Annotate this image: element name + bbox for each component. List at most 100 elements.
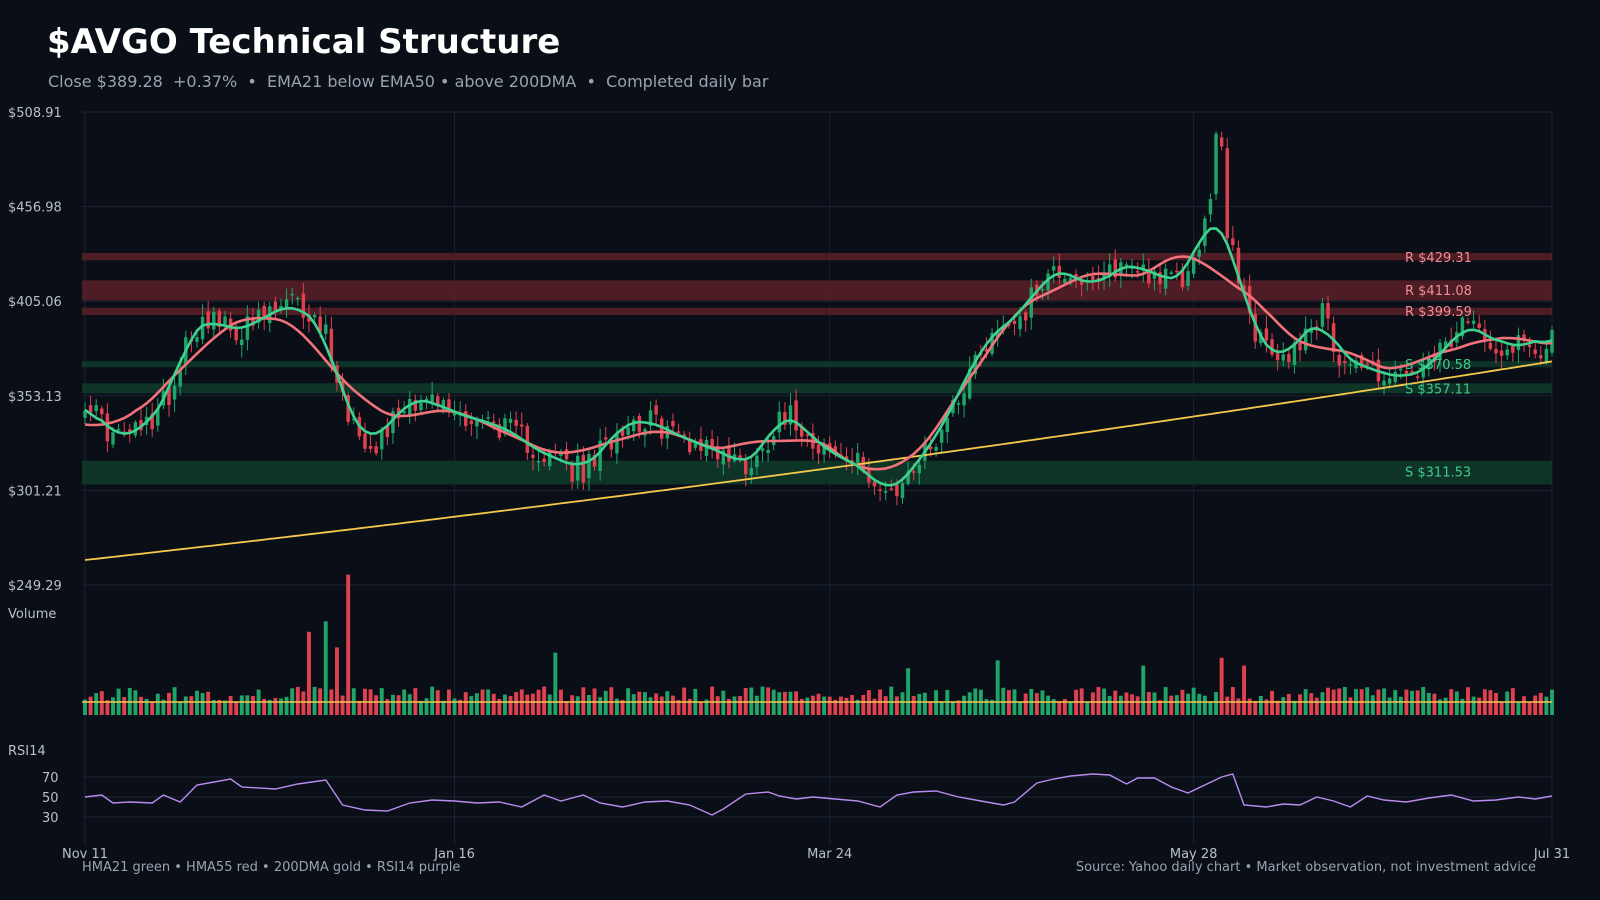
candle-body xyxy=(1163,268,1168,289)
candle-body xyxy=(1382,380,1386,386)
volume-bar xyxy=(1499,701,1504,715)
volume-bar xyxy=(962,695,967,715)
candle-body xyxy=(1225,148,1229,239)
candle-body xyxy=(1203,218,1207,246)
candle-body xyxy=(576,455,580,481)
candle-body xyxy=(273,301,278,311)
candle-body xyxy=(1359,355,1364,368)
candle-body xyxy=(889,488,894,490)
price-tick-label: $405.06 xyxy=(8,295,62,310)
candle-body xyxy=(631,419,636,432)
volume-bar xyxy=(1085,701,1090,715)
volume-bar xyxy=(150,701,155,715)
volume-bar xyxy=(1046,695,1051,715)
candle-body xyxy=(245,316,250,340)
candle-body xyxy=(223,316,227,325)
candle-body xyxy=(1046,273,1050,291)
volume-bar xyxy=(956,700,961,715)
candle-body xyxy=(1074,274,1078,280)
candle-body xyxy=(301,293,306,318)
candle-body xyxy=(133,422,138,436)
volume-bar xyxy=(1471,696,1476,715)
volume-bar xyxy=(670,695,675,715)
volume-bar xyxy=(497,698,502,715)
rsi-tick-label: 50 xyxy=(42,791,59,806)
volume-bar xyxy=(1186,693,1191,715)
volume-bar xyxy=(900,692,905,715)
volume-bar xyxy=(1062,699,1067,715)
candle-body xyxy=(615,433,619,454)
volume-bar xyxy=(1090,692,1095,715)
candle-body xyxy=(738,455,742,460)
volume-bar xyxy=(1264,699,1269,715)
volume-bar xyxy=(195,690,199,715)
candle-body xyxy=(1354,360,1358,369)
candle-body xyxy=(967,368,972,399)
candles xyxy=(83,131,1554,506)
candle-body xyxy=(682,434,686,437)
volume-bar xyxy=(726,698,731,715)
volume-bar xyxy=(251,696,255,715)
resistance-band xyxy=(82,253,1552,261)
candle-body xyxy=(279,305,283,310)
candle-body xyxy=(436,396,440,407)
volume-bar xyxy=(407,694,412,715)
volume-bar xyxy=(838,696,843,715)
volume-bar xyxy=(799,698,804,715)
candle-body xyxy=(178,369,182,387)
volume-bar xyxy=(346,574,351,715)
candle-body xyxy=(100,408,104,415)
candle-body xyxy=(1158,272,1162,284)
candle-body xyxy=(542,458,546,463)
volume-bar xyxy=(1477,697,1482,715)
candle-body xyxy=(1466,321,1470,323)
candle-body xyxy=(200,316,205,340)
candle-body xyxy=(637,415,642,432)
volume-bar xyxy=(178,701,183,715)
candle-body xyxy=(1438,342,1442,360)
volume-bar xyxy=(217,699,222,715)
volume-bar xyxy=(637,691,642,715)
volume-bar xyxy=(1533,695,1538,715)
volume-bar xyxy=(1163,687,1168,715)
candle-body xyxy=(1309,329,1313,333)
candle-body xyxy=(917,464,922,474)
volume-bar xyxy=(1214,692,1218,715)
candle-body xyxy=(654,405,658,415)
volume-bars xyxy=(82,574,1554,715)
volume-bar xyxy=(1107,696,1112,715)
volume-bar xyxy=(1034,693,1039,715)
candle-body xyxy=(1415,376,1420,378)
volume-bar xyxy=(654,693,659,715)
volume-bar xyxy=(547,694,552,715)
volume-bar xyxy=(1342,687,1347,715)
candle-body xyxy=(822,446,826,455)
volume-bar xyxy=(603,690,608,715)
volume-bar xyxy=(167,692,171,715)
candle-body xyxy=(172,385,177,400)
candle-body xyxy=(1253,313,1257,342)
volume-bar xyxy=(984,699,989,715)
candle-body xyxy=(1544,348,1549,362)
candle-body xyxy=(128,429,132,433)
support-band xyxy=(82,383,1552,394)
candle-body xyxy=(883,491,888,493)
rsi-label: RSI14 xyxy=(8,744,46,759)
candle-body xyxy=(984,349,989,352)
candle-body xyxy=(514,419,518,426)
candle-body xyxy=(111,432,115,445)
candle-body xyxy=(1018,316,1022,330)
volume-bar xyxy=(872,698,877,715)
volume-bar xyxy=(564,701,569,715)
volume-bar xyxy=(1152,692,1157,715)
candle-body xyxy=(402,411,406,414)
volume-bar xyxy=(1527,701,1532,715)
volume-bar xyxy=(805,697,810,715)
candle-body xyxy=(486,417,490,419)
support-label: S $370.58 xyxy=(1405,358,1471,373)
volume-bar xyxy=(279,698,283,715)
volume-bar xyxy=(1225,696,1230,715)
volume-bar xyxy=(88,696,93,715)
volume-bar xyxy=(284,696,289,715)
candle-body xyxy=(570,463,574,482)
